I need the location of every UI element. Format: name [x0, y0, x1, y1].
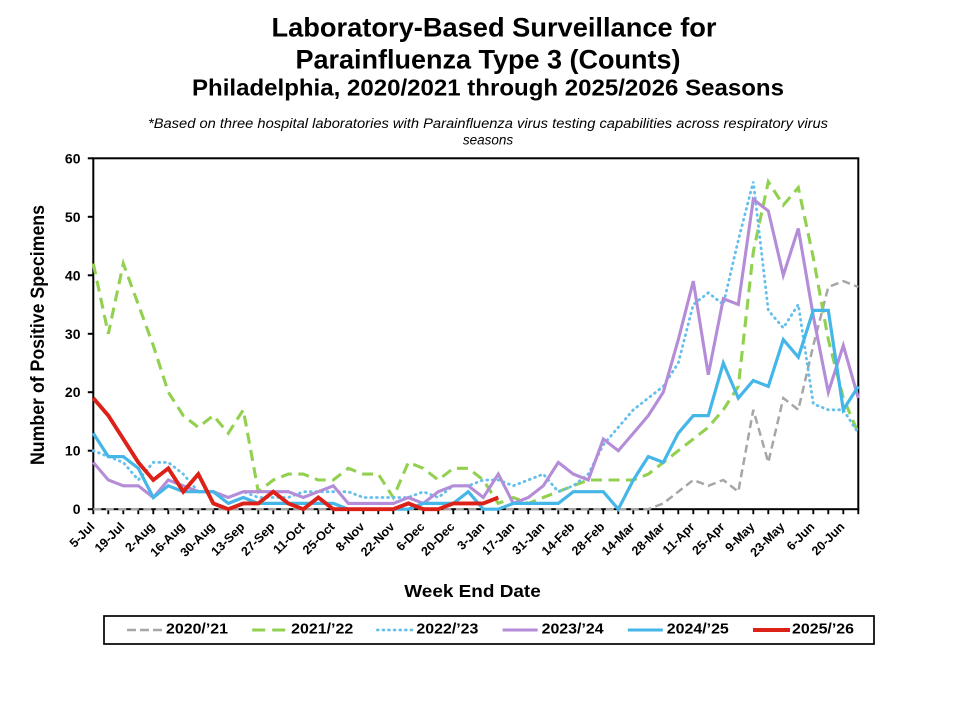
svg-text:60: 60	[65, 150, 81, 166]
svg-text:30: 30	[65, 326, 81, 342]
svg-text:0: 0	[73, 501, 81, 517]
svg-text:20: 20	[65, 384, 81, 400]
svg-text:2023/’24: 2023/’24	[542, 622, 604, 638]
svg-text:*Based on three hospital labor: *Based on three hospital laboratories wi…	[148, 116, 828, 131]
svg-text:2021/’22: 2021/’22	[291, 622, 353, 638]
svg-text:50: 50	[65, 209, 81, 225]
svg-text:Number of Positive Specimens: Number of Positive Specimens	[27, 205, 49, 465]
svg-text:Parainfluenza Type 3 (Counts): Parainfluenza Type 3 (Counts)	[296, 44, 681, 74]
svg-text:2020/’21: 2020/’21	[166, 622, 228, 638]
svg-text:10: 10	[65, 443, 81, 459]
svg-text:Week End Date: Week End Date	[404, 581, 541, 601]
svg-text:2024/’25: 2024/’25	[667, 622, 729, 638]
svg-text:2022/’23: 2022/’23	[416, 622, 478, 638]
svg-text:Philadelphia, 2020/2021 throug: Philadelphia, 2020/2021 through 2025/202…	[192, 74, 784, 100]
svg-text:40: 40	[65, 267, 81, 283]
svg-text:Laboratory-Based Surveillance: Laboratory-Based Surveillance for	[272, 13, 717, 43]
svg-text:2025/’26: 2025/’26	[792, 622, 854, 638]
svg-text:seasons: seasons	[463, 133, 514, 148]
